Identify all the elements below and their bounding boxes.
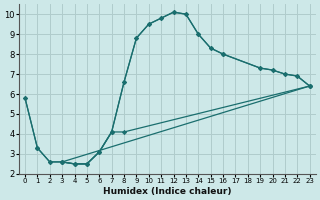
X-axis label: Humidex (Indice chaleur): Humidex (Indice chaleur) — [103, 187, 232, 196]
